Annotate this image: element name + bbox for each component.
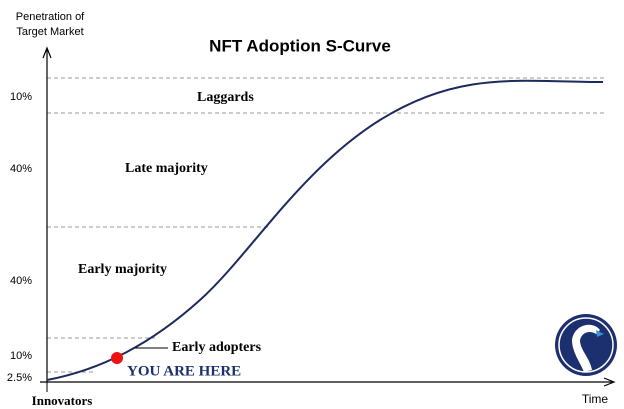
segment-name: Innovators [32,393,93,408]
share-label: 10% [10,350,32,362]
logo [555,314,617,376]
segment-name: Laggards [197,90,254,105]
logo-bird [572,324,600,372]
segment-name: Early adopters [172,340,262,355]
position-marker [111,352,123,364]
x-axis [40,377,616,387]
y-axis-label: Target Market [16,26,83,38]
x-axis-label: Time [582,392,609,406]
segment-name: Late majority [125,161,208,176]
marker-label: YOU ARE HERE [127,363,241,379]
segment-name: Early majority [78,262,167,277]
share-label: 40% [10,275,32,287]
share-label: 10% [10,91,32,103]
share-label: 2.5% [7,372,32,384]
logo-circle [555,314,617,376]
logo-ring [558,317,614,373]
share-label: 40% [10,163,32,175]
s-curve [46,79,604,381]
y-axis [42,46,52,383]
y-axis-label: Penetration of [16,11,85,23]
title: NFT Adoption S-Curve [209,36,391,55]
logo-beak [596,330,604,337]
boundaries [47,77,605,373]
